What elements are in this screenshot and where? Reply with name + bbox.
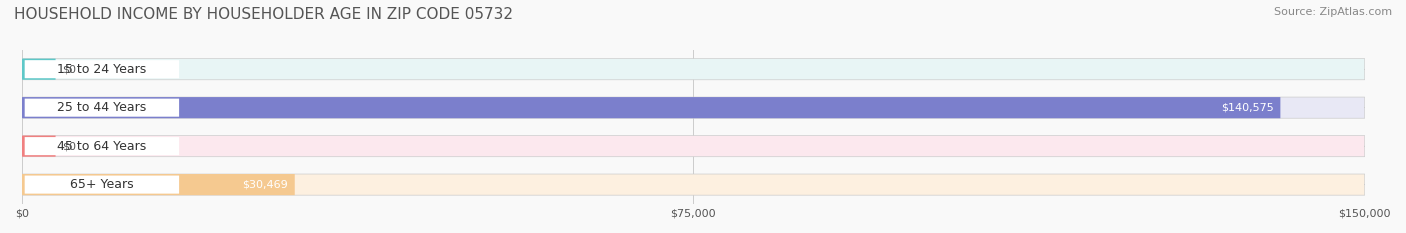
FancyBboxPatch shape: [22, 174, 1365, 195]
Text: $30,469: $30,469: [242, 180, 288, 190]
FancyBboxPatch shape: [22, 59, 56, 80]
Text: $0: $0: [62, 141, 76, 151]
FancyBboxPatch shape: [22, 97, 1365, 118]
Text: $140,575: $140,575: [1220, 103, 1274, 113]
FancyBboxPatch shape: [25, 99, 179, 117]
Text: 45 to 64 Years: 45 to 64 Years: [58, 140, 146, 153]
FancyBboxPatch shape: [22, 59, 1365, 80]
FancyBboxPatch shape: [25, 60, 179, 78]
Text: Source: ZipAtlas.com: Source: ZipAtlas.com: [1274, 7, 1392, 17]
Text: 25 to 44 Years: 25 to 44 Years: [58, 101, 146, 114]
FancyBboxPatch shape: [22, 136, 1365, 157]
Text: HOUSEHOLD INCOME BY HOUSEHOLDER AGE IN ZIP CODE 05732: HOUSEHOLD INCOME BY HOUSEHOLDER AGE IN Z…: [14, 7, 513, 22]
Text: 65+ Years: 65+ Years: [70, 178, 134, 191]
FancyBboxPatch shape: [25, 137, 179, 155]
FancyBboxPatch shape: [25, 175, 179, 194]
Text: $0: $0: [62, 64, 76, 74]
Text: 15 to 24 Years: 15 to 24 Years: [58, 63, 146, 76]
FancyBboxPatch shape: [22, 97, 1281, 118]
FancyBboxPatch shape: [22, 136, 56, 157]
FancyBboxPatch shape: [22, 174, 295, 195]
